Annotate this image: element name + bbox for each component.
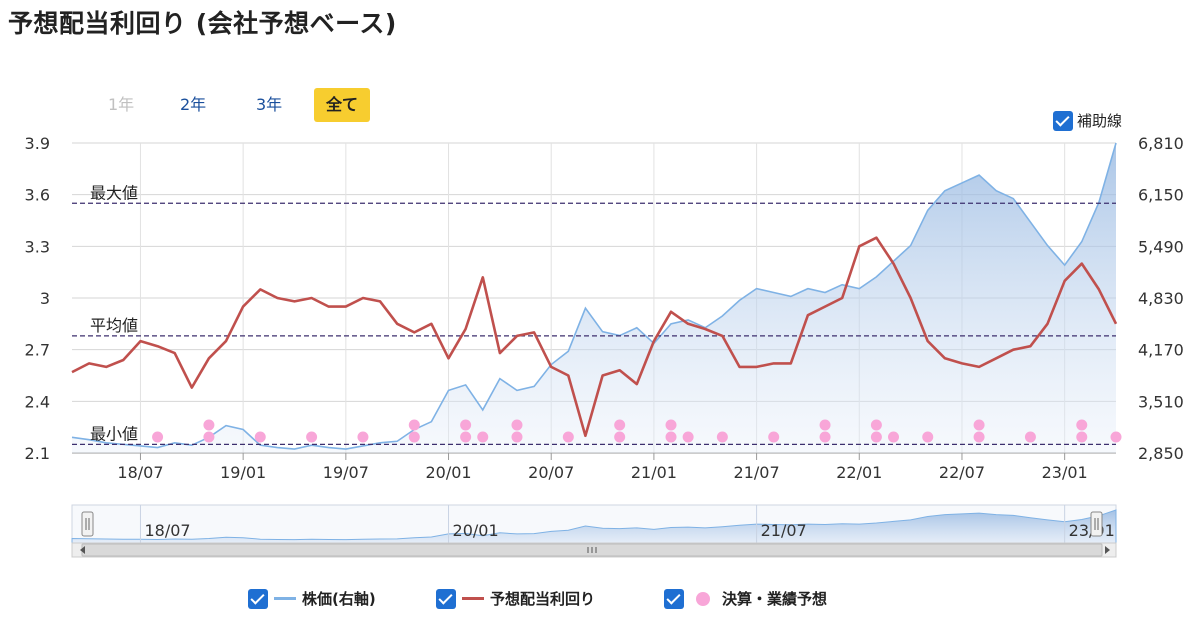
event-dot [1076,431,1088,443]
x-tick-label: 21/01 [631,463,677,482]
navigator-handle-right [1090,511,1103,537]
reference-line-label: 最大値 [90,183,138,202]
reference-line-label: 最小値 [90,424,138,443]
legend-label: 株価(右軸) [302,590,376,608]
stock-price-line [71,142,1117,450]
event-dot [665,431,677,443]
event-dot [357,431,369,443]
legend-item-stock-price[interactable]: 株価(右軸) [248,588,376,609]
event-dot [819,419,831,431]
y-left-tick-label: 2.7 [25,341,50,360]
y-left-tick-label: 3.9 [25,134,50,153]
range-button-1y[interactable]: 1年 [108,95,135,114]
event-dot [614,419,626,431]
checkbox-checked-icon[interactable] [248,588,268,609]
dot-swatch-icon [696,591,710,606]
checkbox-checked-icon[interactable] [436,588,456,609]
y-right-tick-label: 3,510 [1138,392,1184,411]
event-dot [870,431,882,443]
y-right-tick-label: 6,810 [1138,134,1184,153]
x-tick-label: 20/01 [425,463,471,482]
event-dot [254,431,266,443]
legend-item-dividend-yield[interactable]: 予想配当利回り [436,588,595,609]
x-tick-label: 22/07 [939,463,985,482]
event-dot [1110,431,1122,443]
y-right-tick-label: 5,490 [1138,237,1184,256]
x-tick-label: 19/07 [323,463,369,482]
x-tick-label: 18/07 [117,463,163,482]
event-dot [1024,431,1036,443]
event-dot [682,431,694,443]
legend-label: 予想配当利回り [490,590,596,608]
legend-label: 決算・業績予想 [722,590,828,608]
y-left-tick-label: 3 [40,289,50,308]
event-dot [511,419,523,431]
reference-line-label: 平均値 [90,316,138,335]
navigator-handle-left [81,511,94,537]
scroll-left-arrow-icon [80,546,85,554]
event-dot [306,431,318,443]
y-left-tick-label: 2.1 [25,444,50,463]
navigator-series [71,509,1117,544]
checkbox-checked-icon[interactable] [1052,110,1073,131]
event-dot [562,431,574,443]
event-dot [888,431,900,443]
event-dot [408,419,420,431]
range-button-2y[interactable]: 2年 [180,95,207,114]
x-tick-label: 22/01 [836,463,882,482]
y-right-tick-label: 4,170 [1138,341,1184,360]
event-dot [716,431,728,443]
event-dot [922,431,934,443]
y-left-tick-label: 3.6 [25,186,50,205]
y-right-tick-label: 6,150 [1138,186,1184,205]
x-tick-label: 21/07 [734,463,780,482]
x-tick-label: 19/01 [220,463,266,482]
event-dot [511,431,523,443]
y-right-tick-label: 4,830 [1138,289,1184,308]
event-dot [768,431,780,443]
stock-price-area [72,143,1116,453]
aux-lines-label: 補助線 [1076,112,1122,130]
x-tick-label: 23/01 [1042,463,1088,482]
chart-area: 2.1 2,850 2.4 3,510 2.7 4,170 3 4,830 3.3 5,490 3.… [25,134,1184,558]
line-swatch-icon [462,597,484,600]
event-dot [614,431,626,443]
y-left-tick-label: 2.4 [25,392,50,411]
range-button-all[interactable]: 全て [314,88,371,122]
checkbox-checked-icon[interactable] [664,588,684,609]
event-dot [819,431,831,443]
chart-title: 予想配当利回り (会社予想ベース) [8,9,397,38]
event-dot [203,419,215,431]
event-dot [460,431,472,443]
navigator-tick-label: 18/07 [144,521,190,540]
scroll-right-arrow-icon [1105,546,1110,554]
legend: 株価(右軸) 予想配当利回り 決算・業績予想 [0,588,1200,614]
event-dot [203,431,215,443]
y-right-tick-label: 2,850 [1138,444,1184,463]
range-button-3y[interactable]: 3年 [256,95,283,114]
event-dot [665,419,677,431]
event-dot [1076,419,1088,431]
event-dot [460,419,472,431]
navigator-tick-label: 20/01 [453,521,499,540]
event-dot [152,431,164,443]
dividend-yield-line [71,236,1118,438]
event-dot [408,431,420,443]
event-dot [973,419,985,431]
line-swatch-icon [274,597,296,600]
event-dot [973,431,985,443]
event-dot [477,431,489,443]
y-left-tick-label: 3.3 [25,237,50,256]
legend-item-earnings-events[interactable]: 決算・業績予想 [664,588,827,609]
navigator-tick-label: 21/07 [761,521,807,540]
event-dot [870,419,882,431]
x-tick-label: 20/07 [528,463,574,482]
aux-lines-toggle[interactable]: 補助線 [1052,110,1122,131]
